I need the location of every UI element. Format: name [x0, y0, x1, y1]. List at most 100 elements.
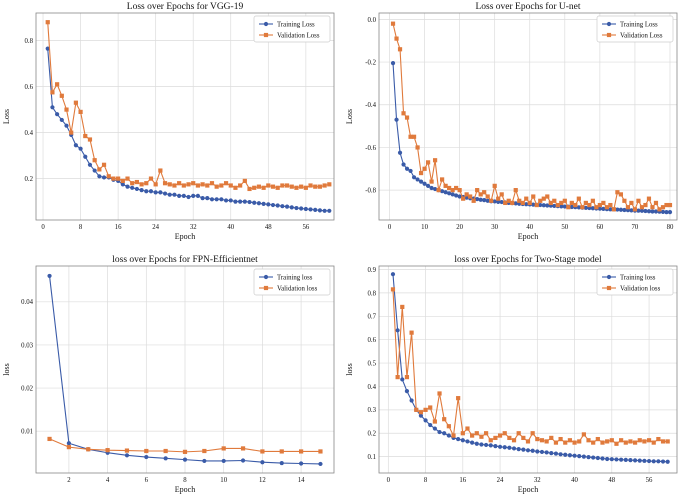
data-point	[447, 191, 452, 196]
data-point	[558, 436, 563, 442]
data-point	[440, 177, 445, 182]
data-point	[521, 435, 526, 441]
legend: Training loss Validation loss	[596, 268, 674, 296]
data-point	[195, 183, 201, 188]
data-point	[566, 205, 571, 210]
data-point	[660, 439, 666, 444]
legend-label: Validation loss	[277, 285, 318, 292]
series-training	[45, 46, 332, 213]
data-point	[318, 461, 323, 467]
x-axis-label: Epoch	[518, 232, 538, 241]
x-tick-label: 20	[456, 224, 463, 231]
data-point	[594, 205, 599, 210]
data-point	[614, 441, 619, 446]
data-point	[483, 431, 489, 436]
data-point	[555, 202, 560, 208]
y-tick-label: -0.2	[365, 59, 376, 66]
data-point	[502, 431, 507, 436]
data-point	[73, 100, 78, 105]
y-tick-label: 0.4	[25, 130, 34, 137]
data-point	[186, 182, 191, 187]
data-point	[240, 458, 246, 463]
data-point	[182, 457, 188, 462]
data-point	[418, 170, 424, 176]
data-point	[539, 449, 545, 455]
data-point	[482, 198, 487, 203]
data-point	[460, 438, 465, 443]
data-point	[488, 443, 493, 448]
data-point	[538, 202, 543, 208]
data-point	[558, 452, 563, 457]
data-point	[541, 196, 546, 201]
data-point	[55, 82, 60, 87]
legend-label: Training Loss	[277, 21, 315, 28]
data-point	[510, 200, 515, 206]
data-point	[240, 446, 246, 451]
data-point	[289, 205, 294, 210]
data-point	[605, 439, 610, 444]
series-training	[390, 272, 670, 464]
data-point	[632, 207, 638, 212]
x-tick-label: 0	[387, 477, 391, 484]
data-point	[401, 162, 406, 167]
data-point	[425, 160, 431, 165]
data-point	[429, 185, 434, 191]
data-point	[590, 198, 595, 203]
data-point	[618, 192, 624, 197]
data-point	[418, 413, 424, 418]
data-point	[489, 198, 494, 203]
data-point	[474, 431, 479, 436]
data-point	[609, 457, 614, 462]
data-point	[461, 196, 466, 201]
x-tick-label: 30	[491, 224, 498, 231]
y-tick-label: 0.4	[368, 384, 377, 391]
data-point	[303, 185, 308, 190]
data-point	[390, 61, 396, 66]
data-point	[422, 166, 427, 171]
data-point	[646, 209, 652, 214]
data-point	[167, 182, 172, 187]
data-point	[520, 200, 525, 206]
data-point	[390, 272, 396, 277]
data-point	[442, 431, 447, 436]
data-point	[499, 199, 504, 205]
data-point	[573, 202, 578, 208]
data-point	[450, 192, 455, 197]
data-point	[270, 202, 276, 208]
data-point	[478, 197, 483, 202]
data-point	[464, 192, 469, 197]
data-point	[144, 181, 149, 186]
x-tick-label: 40	[571, 477, 578, 484]
data-point	[651, 459, 656, 464]
x-axis-label: Epoch	[518, 485, 538, 494]
x-tick-label: 12	[259, 477, 266, 484]
data-point	[577, 439, 582, 444]
plot-frame	[35, 265, 335, 474]
data-point	[124, 448, 130, 453]
data-point	[608, 207, 613, 212]
legend: Training Loss Validation Loss	[253, 15, 331, 43]
data-point	[195, 193, 201, 198]
chart-two-stage: loss over Epochs for Two-Stage model 0 8 16…	[345, 254, 678, 494]
y-tick-label: 0.2	[25, 176, 34, 183]
data-point	[525, 448, 531, 453]
data-point	[228, 198, 233, 203]
x-tick-label: 40	[526, 224, 533, 231]
data-point	[390, 287, 396, 292]
data-point	[130, 185, 135, 190]
legend-marker	[263, 32, 269, 38]
data-point	[437, 391, 442, 396]
data-point	[625, 205, 631, 210]
data-point	[646, 196, 652, 201]
data-point	[567, 453, 573, 458]
data-point	[591, 440, 596, 445]
data-point	[597, 202, 602, 208]
x-tick-label: 48	[265, 224, 272, 231]
data-point	[78, 109, 83, 114]
data-point	[125, 184, 130, 189]
legend-marker	[263, 21, 269, 27]
data-point	[583, 200, 588, 206]
data-point	[162, 191, 168, 196]
data-point	[270, 184, 276, 189]
x-tick-label: 70	[632, 224, 639, 231]
